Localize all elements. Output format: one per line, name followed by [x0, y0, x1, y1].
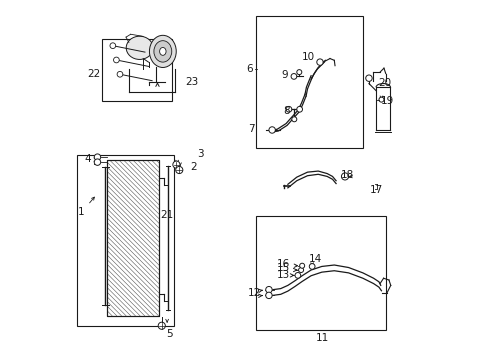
Circle shape: [94, 159, 100, 165]
Text: 8: 8: [284, 106, 290, 116]
Circle shape: [342, 173, 348, 180]
Text: 22: 22: [87, 69, 100, 79]
Bar: [77, 155, 173, 327]
Text: 15: 15: [277, 263, 290, 273]
Circle shape: [379, 97, 384, 102]
Circle shape: [114, 57, 119, 63]
Ellipse shape: [149, 35, 176, 67]
Text: 7: 7: [248, 124, 255, 134]
Circle shape: [292, 117, 297, 122]
Text: 1: 1: [77, 207, 84, 217]
Bar: [256, 16, 363, 148]
Circle shape: [266, 287, 272, 293]
Text: 17: 17: [370, 185, 383, 195]
Circle shape: [266, 292, 272, 298]
Text: 23: 23: [185, 77, 198, 87]
Circle shape: [295, 273, 301, 278]
Bar: [102, 39, 172, 102]
Text: 9: 9: [281, 70, 288, 80]
Text: 19: 19: [381, 96, 394, 106]
Text: 2: 2: [191, 162, 197, 172]
Circle shape: [317, 59, 323, 65]
Circle shape: [300, 263, 305, 268]
Text: 21: 21: [161, 210, 174, 220]
Ellipse shape: [160, 48, 166, 55]
Text: 20: 20: [378, 78, 391, 88]
Circle shape: [269, 127, 275, 133]
Circle shape: [173, 161, 180, 168]
Circle shape: [297, 69, 302, 75]
Circle shape: [117, 71, 123, 77]
Bar: [256, 216, 386, 330]
Circle shape: [297, 107, 302, 112]
Bar: [107, 160, 159, 316]
Text: 3: 3: [196, 149, 203, 159]
Circle shape: [366, 75, 372, 81]
Text: 12: 12: [248, 288, 261, 298]
Ellipse shape: [126, 36, 153, 59]
Text: 16: 16: [277, 258, 290, 269]
Text: 6: 6: [246, 64, 253, 73]
Text: 14: 14: [309, 254, 322, 264]
Circle shape: [110, 43, 116, 49]
Text: 13: 13: [277, 270, 290, 280]
Text: 4: 4: [84, 154, 91, 164]
Circle shape: [94, 154, 100, 160]
Text: 10: 10: [302, 53, 315, 63]
Circle shape: [158, 322, 165, 329]
Text: 18: 18: [341, 170, 354, 180]
Bar: [107, 160, 159, 316]
Text: 5: 5: [166, 329, 172, 339]
Ellipse shape: [154, 41, 172, 62]
Circle shape: [286, 107, 292, 112]
Text: 11: 11: [316, 333, 329, 343]
Circle shape: [309, 264, 315, 269]
Circle shape: [176, 166, 183, 174]
Circle shape: [291, 73, 297, 79]
Circle shape: [298, 267, 304, 273]
